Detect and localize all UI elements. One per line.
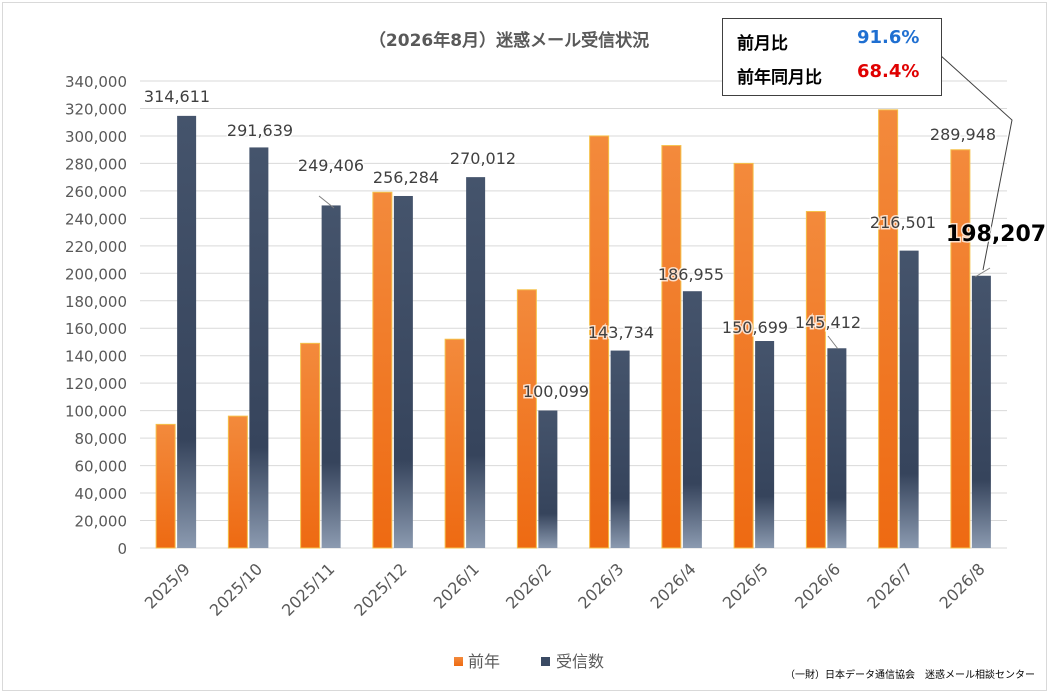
y-tick-label: 100,000	[65, 403, 127, 421]
x-tick-label: 2025/9	[141, 559, 194, 612]
legend: 前年 受信数	[454, 652, 604, 671]
data-label: 186,955	[658, 265, 724, 284]
legend-label-prev-year: 前年	[468, 652, 500, 671]
x-tick-label: 2026/5	[719, 559, 772, 612]
bar-received	[971, 275, 991, 548]
gridlines	[140, 80, 1007, 549]
data-label: 216,501	[870, 213, 936, 232]
x-tick-label: 2025/11	[278, 559, 338, 619]
x-tick-label: 2026/8	[935, 559, 988, 612]
bar-received	[899, 250, 919, 548]
data-label: 249,406	[298, 156, 364, 175]
data-label: 291,639	[227, 121, 293, 140]
y-tick-label: 240,000	[65, 210, 127, 228]
data-label: 270,012	[450, 149, 516, 168]
y-tick-label: 60,000	[75, 458, 128, 476]
x-tick-label: 2026/1	[430, 559, 483, 612]
bar-prev-year	[661, 145, 682, 549]
y-tick-label: 40,000	[75, 485, 128, 503]
bar-received	[321, 205, 341, 548]
bar-received	[466, 177, 486, 549]
data-labels: 314,611 291,639 249,406 256,284 270,012 100,0…	[142, 86, 1047, 403]
bar-received	[393, 195, 413, 548]
y-tick-label: 320,000	[65, 100, 127, 118]
bar-prev-year	[155, 423, 176, 549]
y-tick-label: 180,000	[65, 293, 127, 311]
bar-prev-year	[372, 191, 393, 549]
bar-received	[538, 410, 558, 548]
x-tick-label: 2026/3	[574, 559, 627, 612]
data-label: 143,734	[588, 323, 654, 342]
bar-received	[177, 115, 197, 549]
data-label: 145,412	[795, 313, 861, 332]
y-tick-label: 160,000	[65, 320, 127, 338]
callout-line	[827, 335, 839, 350]
yoy-label: 前年同月比	[737, 68, 822, 88]
bar-prev-year	[805, 210, 826, 549]
bar-received	[682, 291, 702, 548]
bars	[155, 109, 991, 549]
data-label: 150,699	[722, 318, 788, 337]
data-label: 198,207	[946, 222, 1046, 247]
y-tick-label: 340,000	[65, 73, 127, 91]
source-credit: （一財）日本データ通信協会 迷惑メール相談センター	[785, 670, 1035, 681]
y-tick-label: 260,000	[65, 183, 127, 201]
y-tick-label: 300,000	[65, 128, 127, 146]
mom-label: 前月比	[737, 34, 788, 54]
legend-swatch-prev-year	[454, 657, 463, 666]
bar-prev-year	[589, 135, 610, 549]
data-label: 314,611	[144, 87, 210, 106]
bar-prev-year	[950, 149, 971, 549]
y-tick-label: 0	[117, 540, 127, 558]
y-tick-label: 20,000	[75, 513, 128, 531]
ratio-callout-line	[939, 54, 1013, 271]
bar-prev-year	[300, 342, 321, 549]
x-tick-label: 2026/6	[791, 559, 844, 612]
y-tick-label: 140,000	[65, 348, 127, 366]
legend-swatch-received	[541, 657, 550, 666]
bar-received	[755, 341, 775, 548]
bar-prev-year	[444, 338, 465, 549]
y-tick-label: 280,000	[65, 155, 127, 173]
callout-lines	[318, 54, 1013, 350]
x-tick-label: 2025/12	[350, 559, 410, 619]
bar-prev-year	[227, 415, 248, 549]
x-tick-label: 2026/2	[502, 559, 555, 612]
data-label: 100,099	[523, 382, 589, 401]
bar-prev-year	[733, 162, 754, 549]
y-tick-label: 120,000	[65, 375, 127, 393]
bar-received	[249, 147, 269, 548]
data-label: 289,948	[930, 125, 996, 144]
callout-line	[318, 195, 335, 209]
ratio-box: 前月比 91.6% 前年同月比 68.4%	[722, 18, 942, 96]
yoy-value: 68.4%	[857, 61, 920, 82]
mom-value: 91.6%	[857, 27, 920, 48]
y-tick-label: 200,000	[65, 265, 127, 283]
x-tick-label: 2026/7	[863, 559, 916, 612]
legend-label-received: 受信数	[556, 652, 604, 671]
x-tick-label: 2025/10	[206, 559, 266, 619]
bar-prev-year	[516, 289, 537, 549]
bar-prev-year	[878, 109, 899, 549]
bar-received	[610, 350, 630, 548]
y-tick-label: 220,000	[65, 238, 127, 256]
y-tick-label: 80,000	[75, 430, 128, 448]
callout-line	[974, 267, 991, 278]
chart-title: （2026年8月）迷惑メール受信状況	[369, 30, 649, 51]
bar-received	[827, 348, 847, 548]
data-label: 256,284	[373, 168, 439, 187]
x-tick-label: 2026/4	[646, 559, 699, 612]
